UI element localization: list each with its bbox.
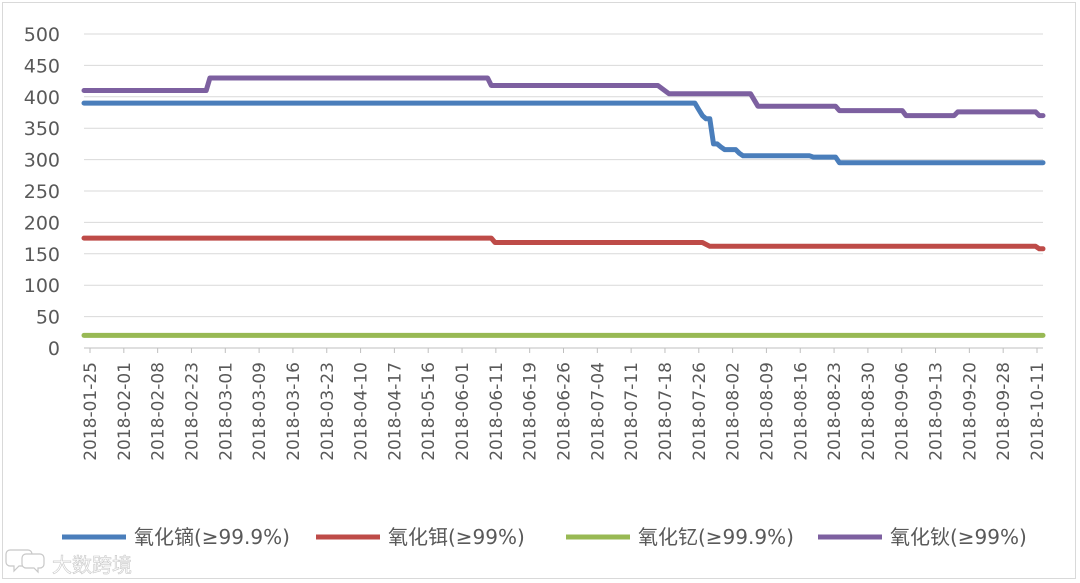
watermark-text: 大数跨境 xyxy=(52,553,132,577)
y-tick-label: 100 xyxy=(24,275,60,297)
y-tick-label: 400 xyxy=(24,87,60,109)
x-tick-label: 2018-07-04 xyxy=(588,362,608,461)
y-tick-label: 150 xyxy=(24,244,60,266)
x-tick-label: 2018-09-28 xyxy=(994,362,1014,461)
x-tick-label: 2018-04-17 xyxy=(385,362,405,461)
legend-label: 氧化铒(≥99%) xyxy=(388,525,525,549)
y-tick-label: 350 xyxy=(24,118,60,140)
x-tick-label: 2018-09-13 xyxy=(927,362,947,461)
series-line xyxy=(81,100,1046,166)
y-tick-label: 250 xyxy=(24,181,60,203)
x-tick-label: 2018-09-06 xyxy=(893,362,913,461)
x-tick-label: 2018-08-30 xyxy=(859,362,879,461)
x-tick-label: 2018-06-26 xyxy=(555,362,575,461)
series-line xyxy=(81,235,1046,252)
legend: 氧化镝(≥99.9%) 氧化铒(≥99%) 氧化钇(≥99.9%) 氧化钬(≥99%) xyxy=(62,525,1027,549)
x-tick-label: 2018-04-10 xyxy=(352,362,372,461)
y-tick-label: 450 xyxy=(24,55,60,77)
y-tick-label: 300 xyxy=(24,150,60,172)
x-tick-label: 2018-07-26 xyxy=(690,362,710,461)
x-tick-label: 2018-06-11 xyxy=(487,362,507,461)
x-tick-label: 2018-02-01 xyxy=(115,362,135,461)
x-tick-label: 2018-02-23 xyxy=(182,362,202,461)
x-tick-label: 2018-08-23 xyxy=(825,362,845,461)
gridlines xyxy=(84,33,1043,318)
x-tick-label: 2018-03-01 xyxy=(216,362,236,461)
x-tick-label: 2018-07-18 xyxy=(656,362,676,461)
x-tick-label: 2018-03-09 xyxy=(250,362,270,461)
x-tick-label: 2018-08-02 xyxy=(724,362,744,461)
x-tick-label: 2018-08-16 xyxy=(791,362,811,461)
x-axis: 2018-01-25 2018-02-01 2018-02-08 2018-02-23… xyxy=(81,347,1048,461)
x-tick-label: 2018-01-25 xyxy=(81,362,101,461)
y-tick-label: 500 xyxy=(24,24,60,46)
y-axis: 0 50 100 150 200 250 300 350 400 450 500 xyxy=(24,24,60,360)
y-tick-label: 0 xyxy=(48,338,60,360)
legend-label: 氧化钬(≥99%) xyxy=(890,525,1027,549)
series-lines xyxy=(81,75,1046,338)
x-tick-label: 2018-05-16 xyxy=(419,362,439,461)
series-line xyxy=(81,75,1046,119)
y-tick-label: 200 xyxy=(24,212,60,234)
x-tick-label: 2018-03-23 xyxy=(318,362,338,461)
speech-bubble-logo-icon xyxy=(5,549,45,574)
legend-label: 氧化镝(≥99.9%) xyxy=(134,525,290,549)
y-tick-label: 50 xyxy=(36,307,60,329)
x-tick-label: 2018-07-11 xyxy=(622,362,642,461)
x-tick-label: 2018-02-08 xyxy=(149,362,169,461)
x-tick-label: 2018-03-16 xyxy=(284,362,304,461)
watermark: 大数跨境 xyxy=(5,549,132,577)
x-tick-label: 2018-06-01 xyxy=(453,362,473,461)
x-tick-label: 2018-08-09 xyxy=(757,362,777,461)
legend-label: 氧化钇(≥99.9%) xyxy=(638,525,794,549)
x-tick-label: 2018-09-20 xyxy=(960,362,980,461)
x-tick-label: 2018-10-11 xyxy=(1028,362,1048,461)
x-tick-label: 2018-06-19 xyxy=(521,362,541,461)
